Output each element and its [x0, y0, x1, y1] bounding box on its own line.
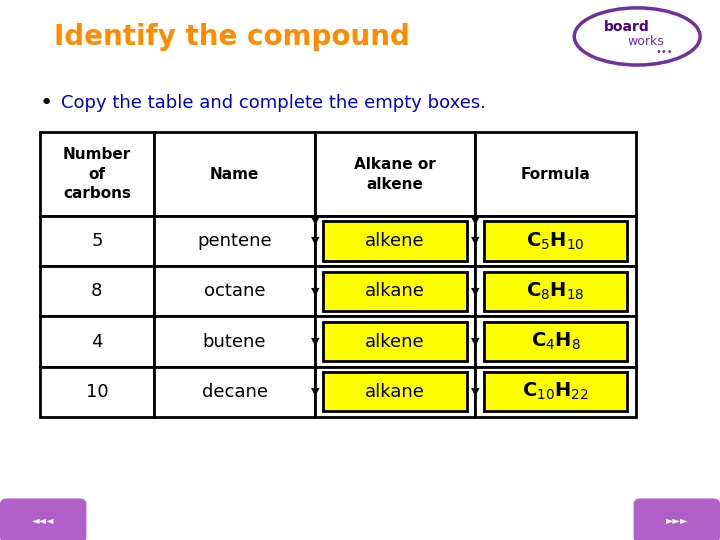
Text: © Boardworks Ltd 2005: © Boardworks Ltd 2005 [572, 516, 706, 525]
Text: ▼: ▼ [310, 336, 319, 347]
Text: 4: 4 [91, 333, 103, 350]
Text: ▼: ▼ [471, 216, 480, 226]
Text: alkane: alkane [365, 282, 425, 300]
Text: •: • [40, 92, 53, 113]
Text: alkane: alkane [365, 383, 425, 401]
Text: Identify the compound: Identify the compound [54, 23, 410, 51]
Text: ▼: ▼ [310, 387, 319, 397]
Text: ▼: ▼ [310, 216, 319, 226]
Text: 5: 5 [91, 232, 103, 250]
Text: Number
of
carbons: Number of carbons [63, 147, 131, 201]
Text: $\mathbf{C}_{4}\mathbf{H}_{8}$: $\mathbf{C}_{4}\mathbf{H}_{8}$ [531, 331, 580, 352]
Text: octane: octane [204, 282, 265, 300]
Text: •••: ••• [656, 47, 673, 57]
Text: ▼: ▼ [471, 336, 480, 347]
Text: works: works [627, 35, 664, 48]
Text: ▼: ▼ [471, 286, 480, 296]
Text: Copy the table and complete the empty boxes.: Copy the table and complete the empty bo… [61, 93, 486, 112]
Text: decane: decane [202, 383, 268, 401]
Text: ◄◄◄: ◄◄◄ [32, 516, 55, 525]
Text: ►►►: ►►► [665, 516, 688, 525]
Text: $\mathbf{C}_{8}\mathbf{H}_{18}$: $\mathbf{C}_{8}\mathbf{H}_{18}$ [526, 281, 585, 302]
Text: ▼: ▼ [471, 236, 480, 246]
Text: ▼: ▼ [471, 387, 480, 397]
Text: pentene: pentene [197, 232, 272, 250]
Text: alkene: alkene [365, 232, 425, 250]
Circle shape [575, 8, 700, 65]
Text: 10: 10 [86, 383, 108, 401]
Text: 30 of 45: 30 of 45 [14, 516, 66, 525]
Text: Name: Name [210, 167, 259, 181]
Text: alkene: alkene [365, 333, 425, 350]
Text: ▼: ▼ [310, 236, 319, 246]
Text: 8: 8 [91, 282, 103, 300]
Text: butene: butene [203, 333, 266, 350]
Text: $\mathbf{C}_{10}\mathbf{H}_{22}$: $\mathbf{C}_{10}\mathbf{H}_{22}$ [522, 381, 589, 402]
Text: $\mathbf{C}_{5}\mathbf{H}_{10}$: $\mathbf{C}_{5}\mathbf{H}_{10}$ [526, 231, 585, 252]
Text: Alkane or
alkene: Alkane or alkene [354, 157, 436, 192]
Text: board: board [603, 20, 649, 34]
Text: Formula: Formula [521, 167, 590, 181]
Text: ▼: ▼ [310, 286, 319, 296]
